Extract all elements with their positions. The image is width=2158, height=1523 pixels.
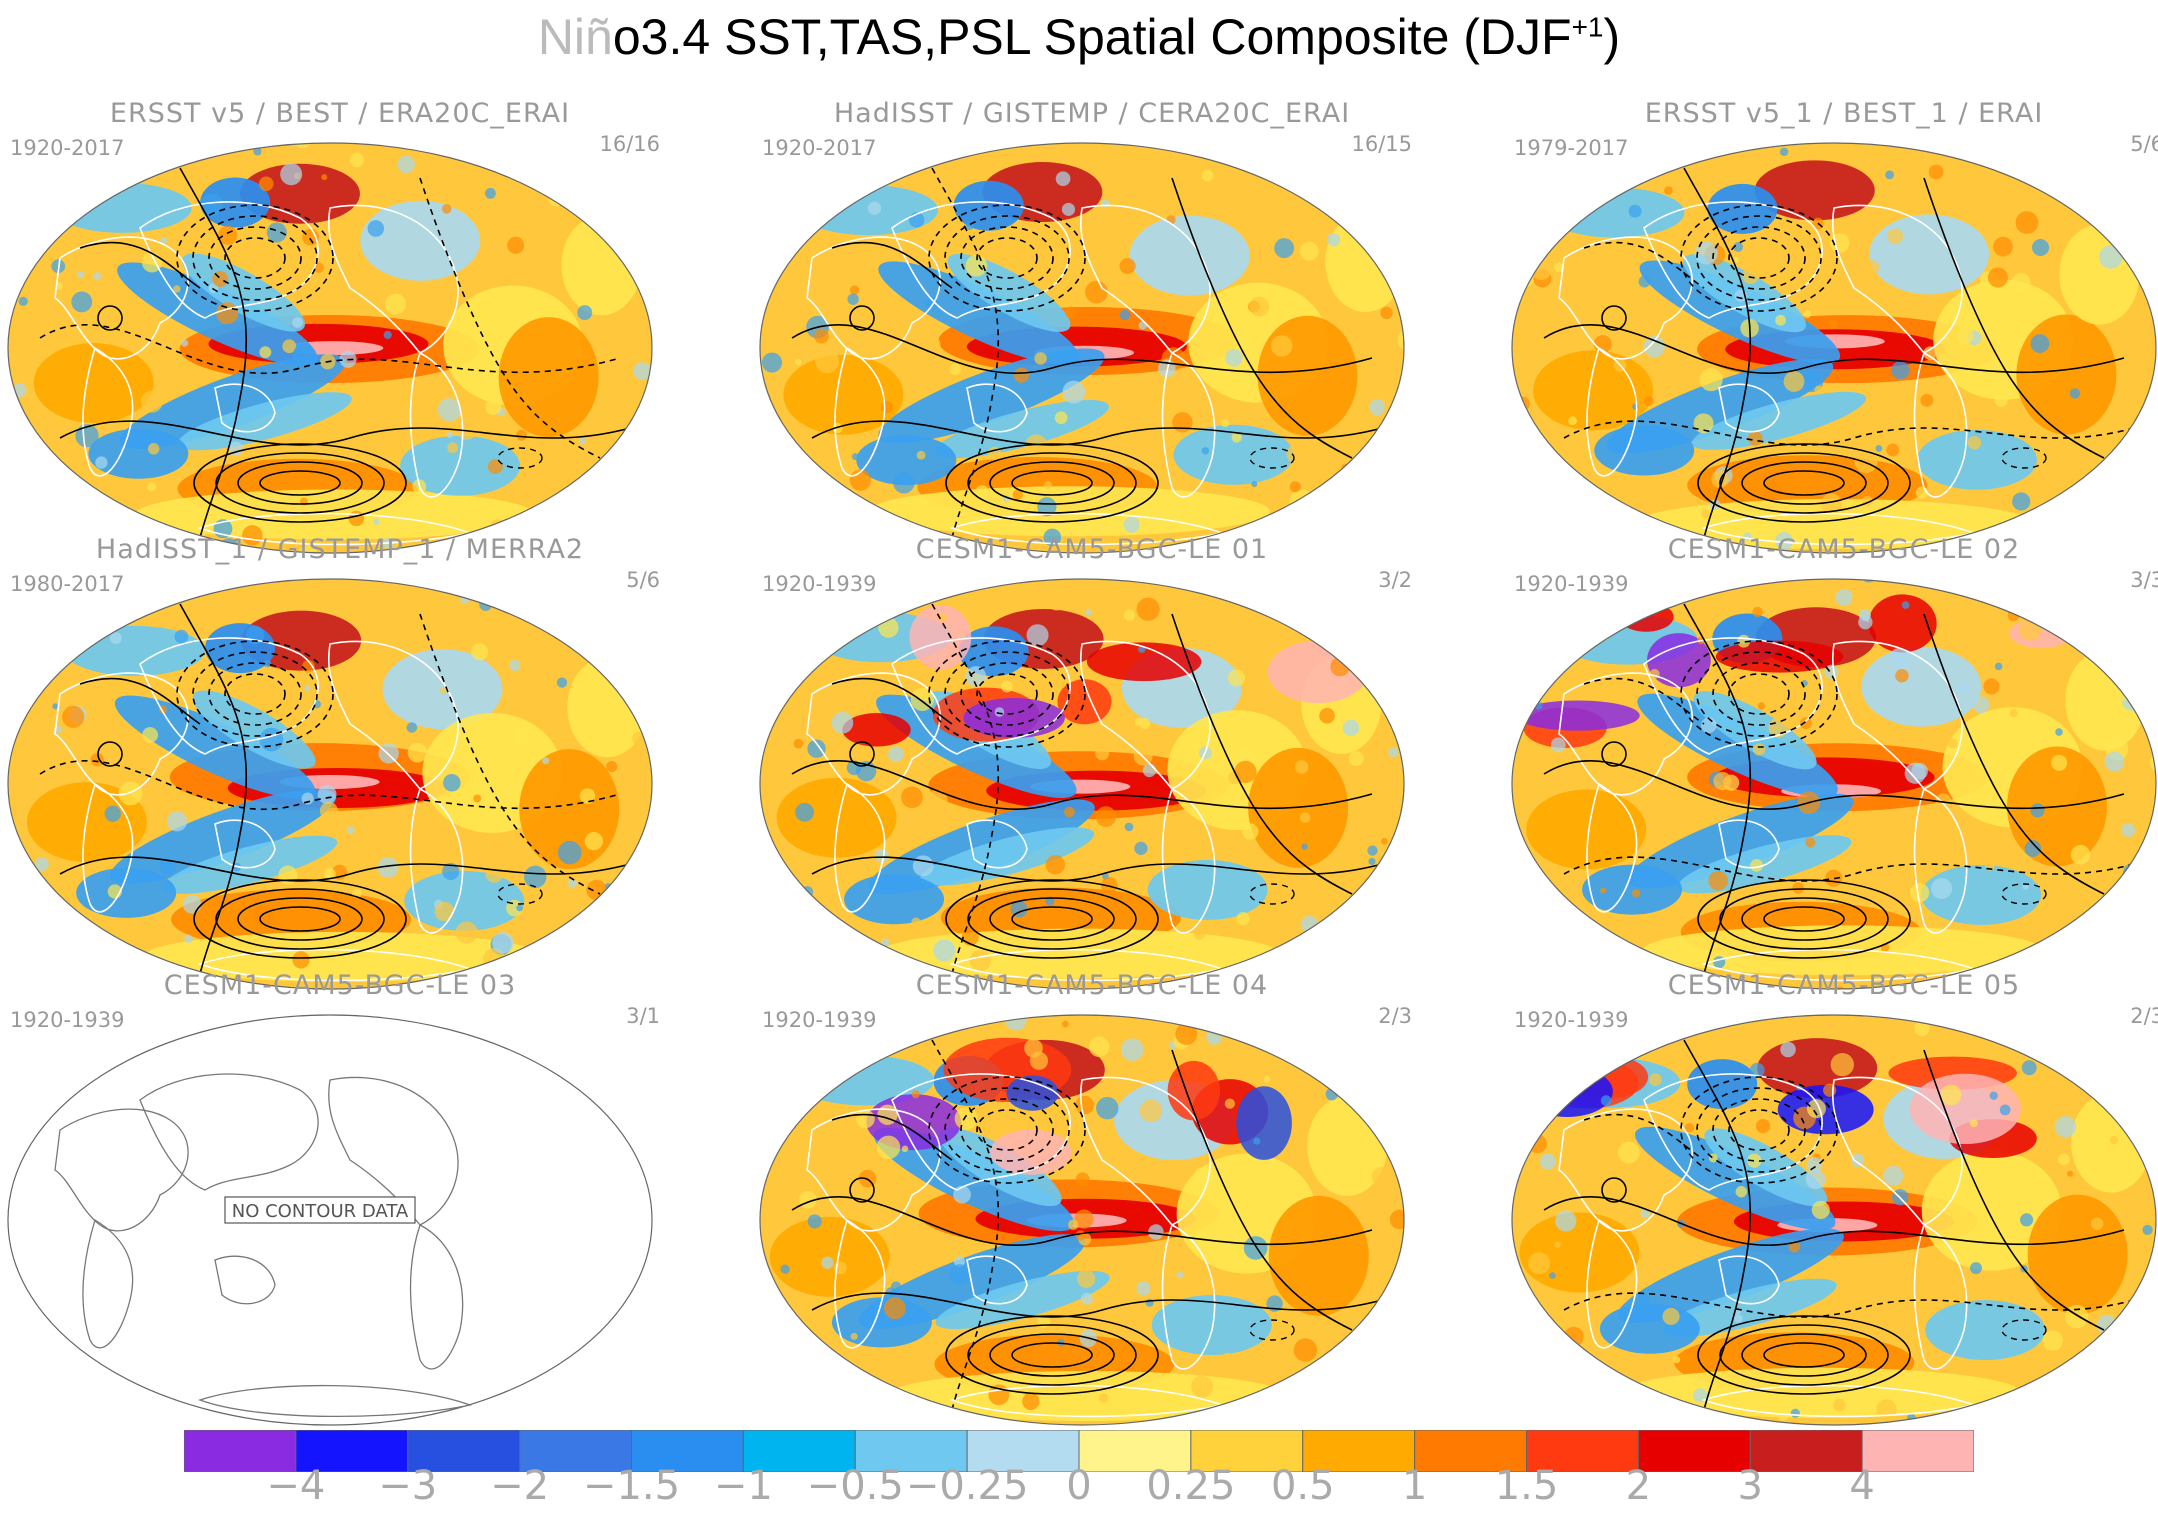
panel-years: 1920-1939: [762, 1008, 877, 1032]
colorbar-swatch: [1749, 1430, 1863, 1472]
map-panel: CESM1-CAM5-BGC-LE 01 1920-1939 3/2: [752, 534, 1432, 994]
colorbar-swatch: [1078, 1430, 1192, 1472]
figure-title: Niño3.4 SST,TAS,PSL Spatial Composite (D…: [0, 8, 2158, 66]
map-panel: CESM1-CAM5-BGC-LE 04 1920-1939 2/3: [752, 970, 1432, 1430]
panel-years: 1979-2017: [1514, 136, 1629, 160]
panel-title: ERSST v5 / BEST / ERA20C_ERAI: [109, 98, 571, 129]
colorbar-tick-label: −4: [266, 1463, 326, 1509]
map-panel: HadISST / GISTEMP / CERA20C_ERAI 1920-201…: [752, 98, 1432, 558]
colorbar-tick-label: −0.25: [905, 1463, 1029, 1509]
robinson-map: NO CONTOUR DATA: [7, 1014, 653, 1426]
panel-title: CESM1-CAM5-BGC-LE 05: [1667, 970, 2021, 1001]
colorbar-labels: −4 −3 −2 −1.5 −1 −0.5 −0.25 0 0.25 0.5 1 1.5 2 3 4: [0, 1463, 2158, 1523]
panel-years: 1920-1939: [762, 572, 877, 596]
panel-title: CESM1-CAM5-BGC-LE 03: [163, 970, 517, 1001]
colorbar-swatch: [1414, 1430, 1527, 1472]
colorbar-tick-label: 0.5: [1270, 1463, 1335, 1509]
map-panel: ERSST v5_1 / BEST_1 / ERAI 1979-2017 5/6: [1504, 98, 2158, 558]
panel-years: 1920-1939: [10, 1008, 125, 1032]
panel-title: CESM1-CAM5-BGC-LE 01: [915, 534, 1269, 565]
panel-title: CESM1-CAM5-BGC-LE 04: [915, 970, 1269, 1001]
colorbar-swatch: [1861, 1430, 1974, 1472]
no-data-message: NO CONTOUR DATA: [232, 1201, 409, 1222]
panel-ratio: 2/3: [2130, 1004, 2158, 1028]
colorbar-tick-label: −0.5: [806, 1463, 904, 1509]
title-suffix: ): [1603, 9, 1621, 65]
colorbar-tick-label: −1: [713, 1463, 773, 1509]
title-prefix: Niñ: [537, 9, 613, 65]
robinson-map: [7, 142, 653, 554]
map-panel: CESM1-CAM5-BGC-LE 05 1920-1939 2/3: [1504, 970, 2158, 1430]
panel-years: 1920-2017: [762, 136, 877, 160]
colorbar-tick-label: 4: [1849, 1463, 1875, 1509]
panel-years: 1980-2017: [10, 572, 125, 596]
colorbar: [184, 1430, 1974, 1472]
title-superscript: +1: [1571, 11, 1604, 43]
panel-ratio: 3/1: [626, 1004, 660, 1028]
panel-ratio: 3/2: [1378, 568, 1412, 592]
panel-ratio: 16/16: [599, 132, 660, 156]
panel-title: HadISST_1 / GISTEMP_1 / MERRA2: [95, 534, 585, 565]
robinson-map: [7, 578, 653, 990]
robinson-map: [759, 1014, 1405, 1426]
colorbar-tick-label: 1: [1401, 1463, 1428, 1509]
colorbar-swatch: [407, 1430, 521, 1472]
colorbar-tick-label: 0: [1066, 1463, 1092, 1509]
colorbar-tick-label: −2: [490, 1463, 550, 1509]
colorbar-swatch: [1190, 1430, 1304, 1472]
map-panel: NO CONTOUR DATA CESM1-CAM5-BGC-LE 03 1920-…: [0, 970, 680, 1430]
panel-title: CESM1-CAM5-BGC-LE 02: [1667, 534, 2021, 565]
colorbar-swatch: [1302, 1430, 1416, 1472]
panel-title: HadISST / GISTEMP / CERA20C_ERAI: [833, 98, 1351, 129]
robinson-map: [1511, 142, 2157, 554]
robinson-map: [759, 578, 1405, 990]
panel-ratio: 3/3: [2130, 568, 2158, 592]
colorbar-swatch: [631, 1430, 744, 1472]
title-main: o3.4 SST,TAS,PSL Spatial Composite (DJF: [612, 9, 1572, 65]
panel-years: 1920-1939: [1514, 572, 1629, 596]
panel-years: 1920-1939: [1514, 1008, 1629, 1032]
map-panel: HadISST_1 / GISTEMP_1 / MERRA2 1980-2017 5…: [0, 534, 680, 994]
panel-ratio: 16/15: [1351, 132, 1412, 156]
panel-ratio: 5/6: [626, 568, 660, 592]
map-panel: CESM1-CAM5-BGC-LE 02 1920-1939 3/3: [1504, 534, 2158, 994]
panel-ratio: 5/6: [2130, 132, 2158, 156]
map-panel: ERSST v5 / BEST / ERA20C_ERAI 1920-2017 16…: [0, 98, 680, 558]
robinson-map: [1511, 1014, 2157, 1426]
colorbar-tick-label: −3: [378, 1463, 438, 1509]
robinson-map: [1511, 578, 2157, 990]
colorbar-tick-label: 1.5: [1494, 1463, 1559, 1509]
robinson-map: [759, 142, 1405, 554]
colorbar-swatch: [1526, 1430, 1639, 1472]
colorbar-tick-label: 3: [1737, 1463, 1763, 1509]
panel-title: ERSST v5_1 / BEST_1 / ERAI: [1644, 98, 2044, 129]
colorbar-tick-label: 2: [1625, 1463, 1652, 1509]
colorbar-tick-label: −1.5: [582, 1463, 681, 1509]
panel-ratio: 2/3: [1378, 1004, 1412, 1028]
colorbar-swatch: [742, 1430, 856, 1472]
colorbar-tick-label: 0.25: [1146, 1463, 1236, 1509]
panel-years: 1920-2017: [10, 136, 125, 160]
